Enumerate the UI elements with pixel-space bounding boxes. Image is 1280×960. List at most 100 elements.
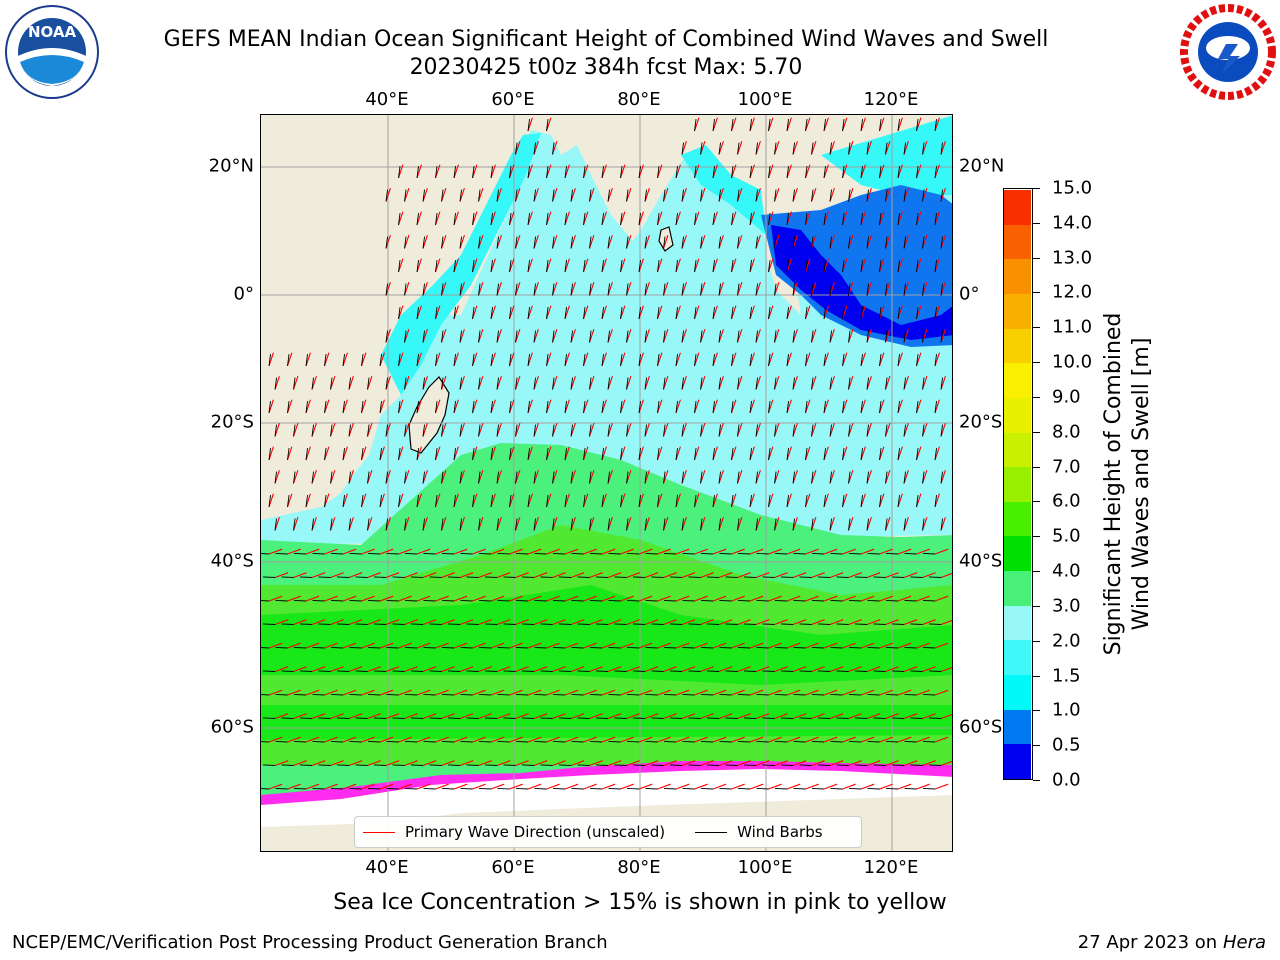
wind-barb (503, 670, 516, 672)
wind-barb (558, 623, 572, 625)
colorbar-segment (1004, 224, 1031, 260)
wave-direction-arrow (274, 619, 289, 626)
wind-barb (453, 354, 456, 367)
wind-barb (552, 142, 555, 155)
wind-barb (688, 670, 701, 672)
wind-barb (564, 495, 567, 508)
wave-direction-arrow (527, 689, 542, 696)
colorbar-tick-mark (1033, 188, 1040, 189)
lat-label-left: 20°S (210, 411, 254, 433)
wind-barb (386, 740, 399, 743)
wind-barb (756, 646, 769, 649)
wind-barb (934, 307, 937, 320)
wave-direction-arrow (552, 619, 566, 626)
wind-barb (879, 260, 882, 273)
wave-direction-arrow (626, 619, 640, 626)
wind-barb (361, 448, 364, 461)
wind-barb (509, 401, 512, 414)
wind-barb (737, 283, 740, 296)
wave-direction-arrow (404, 619, 418, 626)
wave-direction-arrow (768, 783, 782, 790)
wave-direction-arrow (435, 595, 449, 602)
wave-direction-arrow (515, 713, 529, 720)
wind-barb (762, 623, 775, 625)
wind-barb (503, 717, 516, 719)
wind-barb (311, 377, 314, 390)
wind-barb (638, 448, 641, 461)
wind-barb (330, 471, 333, 484)
wind-barb (404, 646, 418, 649)
wind-barb (811, 787, 825, 790)
wave-direction-arrow (620, 548, 634, 555)
wind-barb (792, 189, 795, 202)
wave-direction-arrow (694, 595, 708, 602)
wave-direction-arrow (361, 642, 375, 649)
wave-direction-arrow (922, 666, 936, 673)
wind-barb (731, 260, 734, 273)
wave-direction-arrow (731, 736, 745, 743)
wind-barb (651, 764, 664, 766)
wind-barb (626, 424, 629, 437)
wind-barb (669, 670, 683, 672)
wind-barb (318, 764, 331, 766)
wind-barb (533, 283, 536, 296)
wind-barb (854, 717, 868, 719)
wave-direction-arrow (811, 713, 825, 720)
wind-barb (564, 307, 567, 320)
wind-barb (626, 236, 629, 249)
wave-direction-arrow (749, 595, 764, 602)
wind-barb (534, 552, 547, 555)
wave-direction-arrow (490, 783, 505, 790)
wind-barb (490, 495, 493, 508)
wind-barb (774, 646, 788, 649)
wind-barb (299, 623, 313, 625)
wind-barb (644, 189, 647, 202)
wind-barb (330, 693, 344, 696)
wind-barb (829, 471, 832, 484)
wind-barb (385, 424, 388, 437)
wind-barb (330, 424, 333, 437)
wind-barb (774, 552, 788, 555)
wind-barb (404, 283, 407, 296)
wave-direction-arrow (330, 619, 344, 626)
wave-direction-arrow (422, 713, 437, 720)
wave-direction-arrow (638, 689, 653, 696)
wind-barb (330, 787, 344, 790)
wind-barb (558, 717, 572, 719)
wind-barb (681, 330, 684, 343)
wave-direction-arrow (422, 572, 437, 579)
wind-barb (608, 599, 621, 602)
wave-direction-arrow (922, 619, 936, 626)
wave-direction-arrow (509, 595, 523, 602)
wind-barb (509, 260, 512, 273)
wind-barb (466, 764, 479, 766)
wave-direction-arrow (638, 595, 653, 602)
wave-direction-arrow (626, 713, 640, 720)
wind-barb (441, 599, 455, 602)
wind-barb (885, 552, 899, 555)
wave-direction-arrow (903, 666, 918, 673)
wind-barb (743, 764, 757, 766)
wind-barb (589, 236, 592, 249)
wave-direction-arrow (305, 689, 320, 696)
wind-barb (700, 646, 714, 649)
wind-barb (706, 670, 720, 672)
wave-direction-arrow (768, 595, 782, 602)
wind-barb (793, 599, 806, 602)
wind-barb (496, 283, 499, 296)
wave-direction-arrow (620, 689, 634, 696)
wind-barb (490, 260, 493, 273)
wave-direction-arrow (731, 595, 745, 602)
wind-barb (447, 717, 461, 719)
wave-direction-arrow (718, 619, 733, 626)
wave-direction-arrow (768, 548, 782, 555)
wind-barb (416, 354, 419, 367)
wind-barb (608, 693, 621, 696)
wind-barb (459, 236, 462, 249)
wave-direction-arrow (435, 689, 449, 696)
wind-barb (663, 518, 666, 531)
wave-direction-arrow (718, 572, 733, 579)
wave-direction-arrow (681, 666, 696, 673)
wind-barb (940, 518, 943, 531)
wave-direction-arrow (379, 595, 394, 602)
